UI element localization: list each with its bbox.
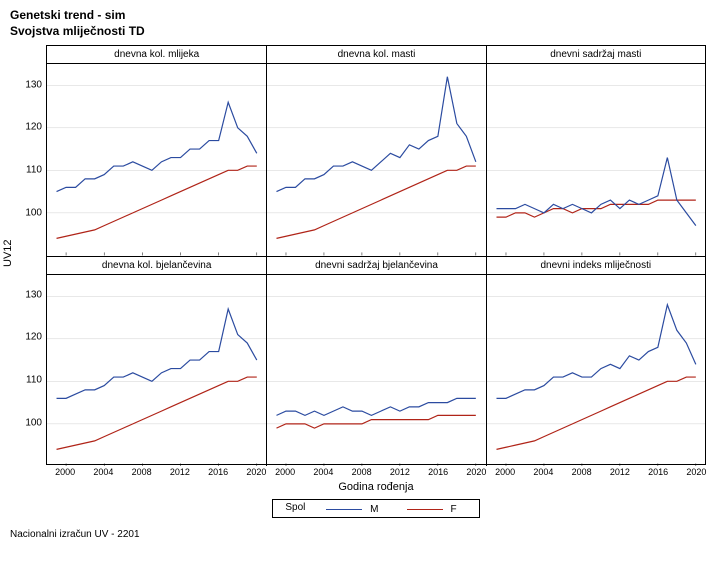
legend-swatch <box>326 509 362 510</box>
panel-body <box>47 275 266 466</box>
panel-title: dnevni sadržaj bjelančevina <box>267 257 485 275</box>
series-line-M <box>277 398 476 415</box>
x-tick-label: 2020 <box>246 467 266 477</box>
panel: dnevni sadržaj bjelančevina <box>266 256 485 466</box>
x-tick-label: 2004 <box>533 467 553 477</box>
series-line-M <box>277 77 476 192</box>
y-tick-label: 100 <box>25 417 42 428</box>
y-axis-label: UV12 <box>2 240 14 268</box>
y-tick-label: 100 <box>25 207 42 218</box>
panel-title: dnevni sadržaj masti <box>487 46 705 64</box>
x-tick-label: 2016 <box>428 467 448 477</box>
x-tick-label: 2004 <box>93 467 113 477</box>
panel: dnevni sadržaj masti <box>486 46 705 255</box>
legend-label: F <box>451 504 457 515</box>
x-tick-label: 2020 <box>466 467 486 477</box>
y-tick-label: 120 <box>25 122 42 133</box>
panel-title: dnevna kol. bjelančevina <box>47 257 266 275</box>
series-line-F <box>277 415 476 428</box>
panel-body <box>267 275 485 466</box>
x-tick-label: 2012 <box>170 467 190 477</box>
legend-swatch <box>407 509 443 510</box>
panel-body <box>267 64 485 255</box>
series-line-F <box>277 166 476 238</box>
title-line-2: Svojstva mliječnosti TD <box>10 24 708 40</box>
legend-item: F <box>399 504 457 515</box>
series-line-M <box>496 158 695 226</box>
y-tick-label: 120 <box>25 332 42 343</box>
x-axis-label: Godina rođenja <box>46 481 706 493</box>
x-tick-label: 2016 <box>208 467 228 477</box>
chart-container: Genetski trend - sim Svojstva mliječnost… <box>0 0 718 548</box>
legend: Spol M F <box>46 499 706 518</box>
y-tick-label: 110 <box>26 164 42 175</box>
plot-area: UV12 100110120130100110120130 dnevna kol… <box>10 45 710 525</box>
y-axis-ticks: 100 110 120 130 100 110 120 130 <box>18 45 44 465</box>
x-axis-ticks: 2000 2004 2008 2012 2016 2020 2000 2004 2008 2012… <box>46 465 706 479</box>
panel: dnevni indeks mliječnosti <box>486 256 705 466</box>
panel: dnevna kol. bjelančevina <box>47 256 266 466</box>
y-tick-label: 110 <box>26 374 42 385</box>
x-tick-label: 2008 <box>352 467 372 477</box>
y-tick-label: 130 <box>25 289 42 300</box>
series-line-F <box>57 377 257 449</box>
series-line-F <box>496 377 695 449</box>
x-tick-label: 2020 <box>686 467 706 477</box>
series-line-F <box>57 166 257 238</box>
legend-box: Spol M F <box>272 499 479 518</box>
series-line-M <box>57 102 257 191</box>
panel: dnevna kol. mlijeka <box>47 46 266 255</box>
panel-title: dnevna kol. mlijeka <box>47 46 266 64</box>
series-line-M <box>57 309 257 398</box>
panel: dnevna kol. masti <box>266 46 485 255</box>
x-tick-label: 2016 <box>648 467 668 477</box>
legend-item: M <box>318 504 378 515</box>
footer-text: Nacionalni izračun UV - 2201 <box>10 529 708 540</box>
panel-title: dnevni indeks mliječnosti <box>487 257 705 275</box>
panel-body <box>487 64 705 255</box>
x-tick-label: 2008 <box>132 467 152 477</box>
x-tick-label: 2012 <box>390 467 410 477</box>
title-line-1: Genetski trend - sim <box>10 8 708 24</box>
x-tick-label: 2004 <box>313 467 333 477</box>
y-tick-label: 130 <box>25 79 42 90</box>
legend-label: M <box>370 504 378 515</box>
legend-title: Spol <box>285 502 305 513</box>
x-tick-label: 2000 <box>495 467 515 477</box>
series-line-M <box>496 304 695 398</box>
chart-titles: Genetski trend - sim Svojstva mliječnost… <box>10 8 708 39</box>
x-tick-label: 2008 <box>572 467 592 477</box>
x-tick-label: 2000 <box>55 467 75 477</box>
x-tick-label: 2000 <box>275 467 295 477</box>
panel-grid: dnevna kol. mlijekadnevna kol. mastidnev… <box>46 45 706 465</box>
panel-title: dnevna kol. masti <box>267 46 485 64</box>
x-tick-label: 2012 <box>610 467 630 477</box>
panel-body <box>47 64 266 255</box>
panel-body <box>487 275 705 466</box>
